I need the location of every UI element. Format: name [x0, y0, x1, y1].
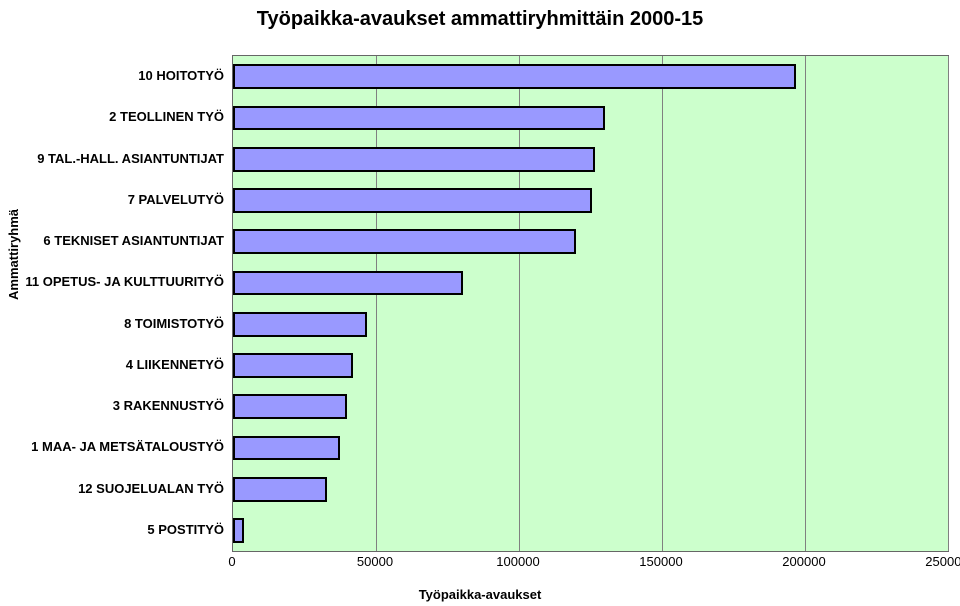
- x-tick-label: 150000: [621, 554, 701, 569]
- category-label: 1 MAA- JA METSÄTALOUSTYÖ: [31, 439, 224, 454]
- bar: [233, 188, 592, 213]
- bar: [233, 271, 463, 296]
- bar: [233, 477, 327, 502]
- category-label: 2 TEOLLINEN TYÖ: [109, 109, 224, 124]
- y-axis-label: Ammattiryhmä: [6, 209, 21, 300]
- gridline: [376, 56, 377, 551]
- category-label: 11 OPETUS- JA KULTTUURITYÖ: [25, 274, 224, 289]
- bar: [233, 518, 244, 543]
- gridline: [662, 56, 663, 551]
- category-label: 12 SUOJELUALAN TYÖ: [78, 481, 224, 496]
- gridline: [519, 56, 520, 551]
- bar: [233, 312, 367, 337]
- bar: [233, 353, 353, 378]
- chart-container: Työpaikka-avaukset ammattiryhmittäin 200…: [0, 0, 960, 606]
- x-tick-label: 200000: [764, 554, 844, 569]
- bar: [233, 106, 605, 131]
- category-label: 8 TOIMISTOTYÖ: [124, 316, 224, 331]
- bar: [233, 436, 340, 461]
- category-label: 7 PALVELUTYÖ: [128, 192, 224, 207]
- category-label: 4 LIIKENNETYÖ: [126, 357, 224, 372]
- gridline: [948, 56, 949, 551]
- x-tick-label: 250000: [907, 554, 960, 569]
- category-label: 3 RAKENNUSTYÖ: [113, 398, 224, 413]
- x-tick-label: 50000: [335, 554, 415, 569]
- x-tick-label: 100000: [478, 554, 558, 569]
- plot-area: [232, 55, 949, 552]
- plot-background: [233, 56, 948, 551]
- bar: [233, 394, 347, 419]
- bar: [233, 229, 576, 254]
- category-label: 5 POSTITYÖ: [147, 522, 224, 537]
- category-label: 10 HOITOTYÖ: [138, 68, 224, 83]
- bar: [233, 64, 796, 89]
- x-axis-label: Työpaikka-avaukset: [0, 587, 960, 602]
- bar: [233, 147, 595, 172]
- chart-title: Työpaikka-avaukset ammattiryhmittäin 200…: [0, 8, 960, 31]
- gridline: [805, 56, 806, 551]
- category-label: 6 TEKNISET ASIANTUNTIJAT: [43, 233, 224, 248]
- category-label: 9 TAL.-HALL. ASIANTUNTIJAT: [37, 151, 224, 166]
- x-tick-label: 0: [192, 554, 272, 569]
